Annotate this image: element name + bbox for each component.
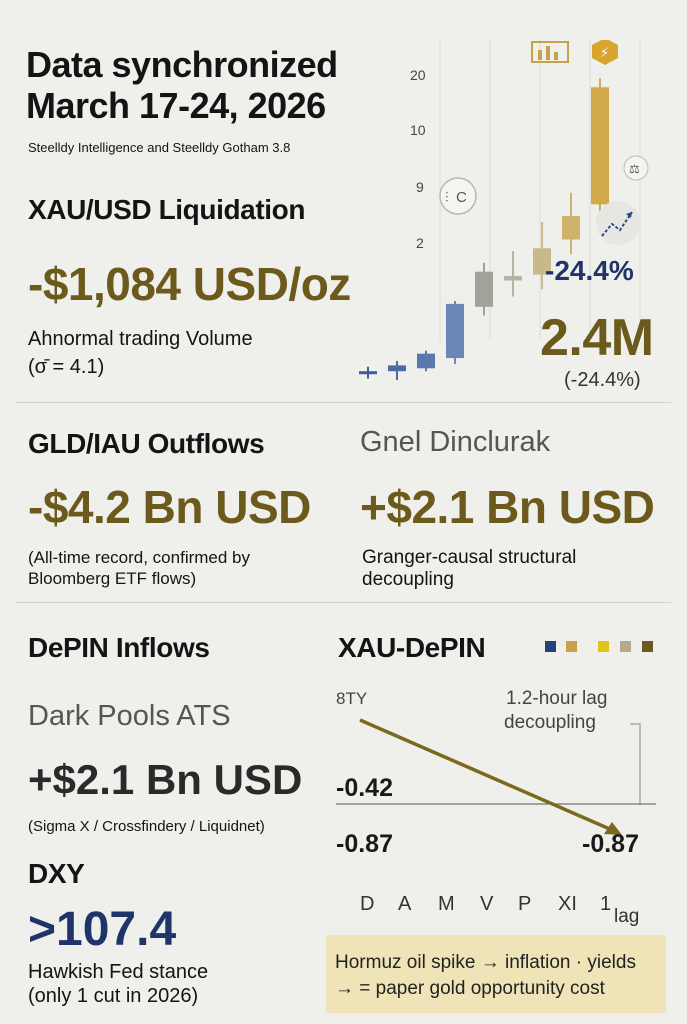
candlestick-chart: 20 10 9 2 ⚡ ⫶ C ⚖ (359, 40, 649, 380)
x-suffix-lag: lag (614, 906, 639, 927)
volume-change: (-24.4%) (564, 369, 641, 391)
change-pct: -24.4% (545, 255, 634, 286)
svg-text:⚡: ⚡ (600, 45, 609, 60)
liquidation-value: -$1,084 USD/oz (28, 258, 351, 310)
etf-note: (All-time record, confirmed by Bloomberg… (28, 547, 250, 589)
scale-icon: ⚖ (623, 155, 649, 181)
candle-body (417, 353, 435, 369)
annotation-line-1: 1.2-hour lag (506, 688, 607, 709)
x-label: D (360, 893, 374, 915)
dxy-note-line-2: (only 1 cut in 2026) (28, 985, 199, 1007)
page-subtitle: Steelldy Intelligence and Steelldy Gotha… (28, 140, 291, 155)
x-label: XI (558, 893, 577, 915)
candle-body (591, 87, 609, 205)
candle-body (504, 276, 522, 281)
y-tick-10: 10 (410, 122, 426, 138)
legend-swatch-2 (566, 641, 577, 652)
y-tick-9: 9 (416, 179, 424, 195)
dxy-note: Hawkish Fed stance (only 1 cut in 2026) (28, 960, 208, 1008)
y-tick-20: 20 (410, 67, 426, 83)
chart-c-icon: ⫶ C (439, 177, 477, 215)
depin-note: (Sigma X / Crossfindery / Liquidnet) (28, 818, 265, 835)
annotation-line-2: decoupling (504, 712, 596, 733)
legend-swatch-1 (545, 641, 556, 652)
xau-depin-chart: 8TY 1.2-hour lag decoupling -0.42 -0.87 … (336, 688, 656, 927)
dinclurak-note-line-1: Granger-causal structural (362, 547, 577, 568)
x-label: P (518, 893, 531, 915)
dinclurak-label: Gnel Dinclurak (360, 426, 551, 458)
candle-body (562, 216, 580, 240)
title-line-1: Data synchronized (26, 44, 338, 85)
depin-sublabel: Dark Pools ATS (28, 700, 231, 732)
candle-body (533, 248, 551, 275)
dxy-label: DXY (28, 858, 85, 889)
footer-note-line-2: → = paper gold opportunity cost (335, 978, 605, 999)
volume-value: 2.4M (540, 309, 654, 367)
depin-label: DePIN Inflows (28, 632, 210, 663)
trend-icon (596, 201, 640, 245)
candle-body (388, 365, 406, 372)
trend-arrowhead (604, 822, 622, 835)
sigma-label: (σ̄ = 4.1) (28, 356, 105, 378)
svg-text:⫶: ⫶ (445, 189, 449, 205)
x-label: M (438, 893, 455, 915)
line-label: 8TY (336, 689, 367, 708)
volume-label: Ahnormal trading Volume (28, 328, 253, 350)
y-tick-2: 2 (416, 235, 424, 251)
liquidation-label: XAU/USD Liquidation (28, 194, 306, 225)
bolt-icon: ⚡ (592, 40, 618, 65)
x-label: 1 (600, 893, 611, 915)
x-label: A (398, 893, 412, 915)
etf-label: GLD/IAU Outflows (28, 428, 265, 459)
title-line-2: March 17-24, 2026 (26, 85, 326, 126)
etf-note-line-2: Bloomberg ETF flows) (28, 569, 197, 588)
candles-group (359, 78, 609, 380)
legend-swatch-3 (598, 641, 609, 652)
dinclurak-value: +$2.1 Bn USD (360, 481, 655, 533)
end-label: -0.87 (582, 830, 639, 858)
candle-body (359, 371, 377, 375)
candle-body (475, 271, 493, 307)
x-label: V (480, 893, 494, 915)
footer-note: Hormuz oil spike → inflation · yields → … (335, 950, 636, 1002)
etf-value: -$4.2 Bn USD (28, 481, 311, 533)
c-label: C (456, 189, 467, 206)
legend-swatch-4 (620, 641, 631, 652)
divider-1 (16, 402, 671, 403)
candle-body (446, 303, 464, 359)
page-title: Data synchronized March 17-24, 2026 (26, 44, 338, 126)
y-label-087: -0.87 (336, 830, 393, 858)
annotation-bracket (630, 723, 641, 804)
dxy-value: >107.4 (28, 903, 177, 956)
dinclurak-note: Granger-causal structural decoupling (362, 547, 576, 591)
y-label-042: -0.42 (336, 774, 393, 802)
trend-line (359, 718, 613, 832)
bar-chart-icon (531, 41, 569, 63)
x-labels: D A M V P XI 1 (360, 893, 611, 915)
svg-text:⚖: ⚖ (629, 162, 640, 176)
dinclurak-note-line-2: decoupling (362, 569, 454, 590)
depin-value: +$2.1 Bn USD (28, 756, 303, 803)
etf-note-line-1: (All-time record, confirmed by (28, 548, 251, 567)
divider-2 (16, 602, 671, 603)
dxy-note-line-1: Hawkish Fed stance (28, 961, 209, 983)
xau-depin-title: XAU-DePIN (338, 632, 486, 663)
footer-note-line-1: Hormuz oil spike → inflation · yields (335, 952, 636, 973)
legend-swatch-5 (642, 641, 653, 652)
footer-note-box (326, 935, 666, 1013)
